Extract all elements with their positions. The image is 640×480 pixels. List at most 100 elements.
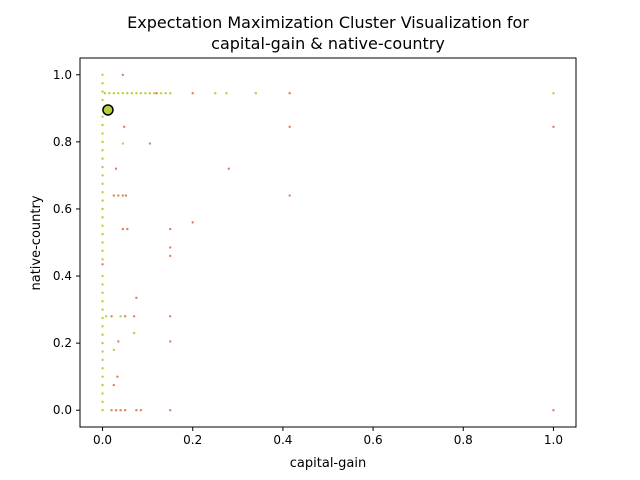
x-axis-label: capital-gain (290, 456, 366, 471)
data-point-cluster-b (112, 383, 116, 387)
data-point-cluster-a (101, 216, 104, 219)
y-tick-label: 0.2 (53, 336, 72, 350)
data-point-cluster-a (139, 92, 143, 95)
data-point-cluster-b (112, 194, 116, 197)
data-point-cluster-b (124, 194, 128, 197)
data-point-cluster-a (101, 249, 104, 253)
data-point-cluster-a (101, 224, 104, 227)
data-point-cluster-a (101, 367, 104, 370)
data-point-cluster-b (168, 254, 172, 258)
data-point-cluster-a (104, 315, 108, 318)
data-point-cluster-a (121, 92, 125, 95)
cluster-centroid (102, 104, 114, 116)
data-point-cluster-a (101, 274, 104, 278)
data-point-cluster-a (119, 315, 122, 318)
data-point-cluster-a (101, 165, 104, 169)
plot-frame (79, 57, 577, 428)
data-point-cluster-a (101, 400, 104, 404)
data-point-cluster-b (121, 227, 125, 231)
data-point-cluster-b (191, 92, 194, 95)
y-tick-label: 0.8 (53, 135, 72, 149)
data-point-cluster-b (101, 263, 104, 266)
data-point-cluster-a (103, 92, 107, 95)
data-point-cluster-a (101, 132, 104, 135)
data-point-cluster-a (148, 92, 152, 95)
x-tick-label: 0.6 (364, 433, 383, 447)
data-point-cluster-b (117, 194, 120, 197)
data-point-cluster-b (552, 409, 555, 412)
data-point-cluster-a (101, 73, 104, 76)
x-tick-label: 0.2 (183, 433, 202, 447)
data-point-cluster-a (225, 92, 228, 95)
data-point-cluster-b (116, 375, 119, 378)
data-point-cluster-a (101, 182, 104, 185)
data-point-cluster-a (101, 140, 104, 144)
data-point-cluster-a (101, 258, 104, 261)
data-point-cluster-b (168, 246, 172, 249)
y-tick-label: 1.0 (53, 68, 72, 82)
data-point-cluster-b (288, 194, 291, 197)
data-point-cluster-a (101, 207, 104, 211)
data-point-cluster-a (101, 123, 104, 127)
x-tick-label: 0.0 (93, 433, 112, 447)
data-point-cluster-a (254, 92, 258, 95)
data-point-cluster-a (108, 92, 111, 95)
data-point-cluster-a (101, 90, 104, 93)
data-point-cluster-b (168, 315, 172, 318)
data-point-cluster-b (168, 227, 172, 231)
data-point-cluster-b (121, 73, 125, 76)
data-point-cluster-a (101, 283, 104, 286)
data-point-cluster-b (552, 125, 555, 128)
data-point-cluster-b (191, 221, 194, 224)
data-point-cluster-b (168, 340, 172, 343)
data-point-cluster-b (135, 409, 138, 412)
data-point-cluster-a (101, 300, 104, 303)
data-point-cluster-b (139, 409, 143, 412)
data-point-cluster-a (101, 174, 104, 177)
data-point-cluster-a (101, 392, 104, 395)
data-point-cluster-b (148, 142, 152, 145)
data-point-cluster-a (101, 232, 104, 236)
data-point-cluster-a (117, 92, 120, 95)
data-point-cluster-b (121, 194, 125, 197)
data-point-cluster-b (168, 409, 172, 412)
data-point-cluster-b (227, 167, 230, 170)
data-point-cluster-b (114, 409, 118, 412)
data-point-cluster-a (101, 149, 104, 152)
data-point-cluster-b (123, 315, 127, 318)
data-point-cluster-b (110, 315, 113, 318)
data-point-cluster-b (119, 409, 122, 412)
x-tick-label: 1.0 (544, 433, 563, 447)
data-point-cluster-a (552, 92, 555, 95)
data-point-cluster-a (159, 92, 163, 95)
y-tick-label: 0.0 (53, 403, 72, 417)
data-point-cluster-a (101, 308, 104, 311)
data-point-cluster-b (114, 167, 118, 170)
y-axis-label: native-country (29, 195, 44, 290)
data-point-cluster-b (288, 125, 291, 128)
data-point-cluster-a (101, 333, 104, 336)
data-point-cluster-a (164, 92, 167, 95)
y-tick-label: 0.4 (53, 269, 72, 283)
data-point-cluster-a (101, 291, 104, 295)
data-point-cluster-a (101, 341, 104, 345)
data-point-cluster-a (101, 358, 104, 362)
chart-title-line1: Expectation Maximization Cluster Visuali… (127, 13, 529, 32)
data-point-cluster-a (214, 92, 217, 95)
x-axis-ticks: 0.0 0.2 0.4 0.6 0.8 1.0 (93, 427, 563, 447)
data-point-cluster-a (144, 92, 147, 95)
data-point-cluster-a (101, 81, 104, 85)
data-point-cluster-a (101, 375, 104, 378)
data-point-cluster-a (101, 98, 104, 102)
data-point-cluster-b (135, 296, 138, 300)
data-point-cluster-a (153, 92, 156, 95)
data-point-cluster-a (101, 157, 104, 160)
x-tick-label: 0.8 (454, 433, 473, 447)
data-point-cluster-a (112, 92, 116, 95)
data-point-cluster-a (101, 350, 104, 353)
data-point-cluster-b (155, 92, 158, 95)
data-point-cluster-b (110, 409, 113, 412)
data-point-cluster-b (288, 92, 291, 95)
